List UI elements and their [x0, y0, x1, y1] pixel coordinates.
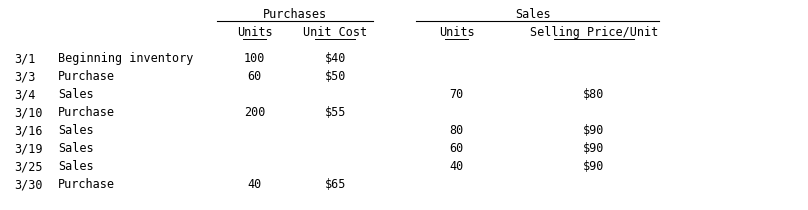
Text: Sales: Sales	[516, 8, 551, 21]
Text: $40: $40	[325, 52, 346, 65]
Text: Sales: Sales	[58, 88, 94, 101]
Text: $90: $90	[583, 124, 604, 137]
Text: Selling Price/Unit: Selling Price/Unit	[530, 26, 658, 39]
Text: Purchase: Purchase	[58, 70, 116, 83]
Text: Units: Units	[439, 26, 474, 39]
Text: $80: $80	[583, 88, 604, 101]
Text: $50: $50	[325, 70, 346, 83]
Text: 3/16: 3/16	[15, 124, 43, 137]
Text: 3/19: 3/19	[15, 142, 43, 155]
Text: Unit Cost: Unit Cost	[303, 26, 368, 39]
Text: Purchases: Purchases	[263, 8, 327, 21]
Text: 3/4: 3/4	[15, 88, 36, 101]
Text: Units: Units	[237, 26, 272, 39]
Text: Sales: Sales	[58, 160, 94, 173]
Text: 60: 60	[449, 142, 464, 155]
Text: Purchase: Purchase	[58, 178, 116, 191]
Text: 3/25: 3/25	[15, 160, 43, 173]
Text: 3/1: 3/1	[15, 52, 36, 65]
Text: 70: 70	[449, 88, 464, 101]
Text: Purchase: Purchase	[58, 106, 116, 119]
Text: $90: $90	[583, 142, 604, 155]
Text: 60: 60	[247, 70, 262, 83]
Text: Sales: Sales	[58, 124, 94, 137]
Text: 3/10: 3/10	[15, 106, 43, 119]
Text: 40: 40	[247, 178, 262, 191]
Text: 40: 40	[449, 160, 464, 173]
Text: Beginning inventory: Beginning inventory	[58, 52, 194, 65]
Text: $65: $65	[325, 178, 346, 191]
Text: 80: 80	[449, 124, 464, 137]
Text: $90: $90	[583, 160, 604, 173]
Text: 3/30: 3/30	[15, 178, 43, 191]
Text: 200: 200	[244, 106, 265, 119]
Text: 100: 100	[244, 52, 265, 65]
Text: 3/3: 3/3	[15, 70, 36, 83]
Text: Sales: Sales	[58, 142, 94, 155]
Text: $55: $55	[325, 106, 346, 119]
